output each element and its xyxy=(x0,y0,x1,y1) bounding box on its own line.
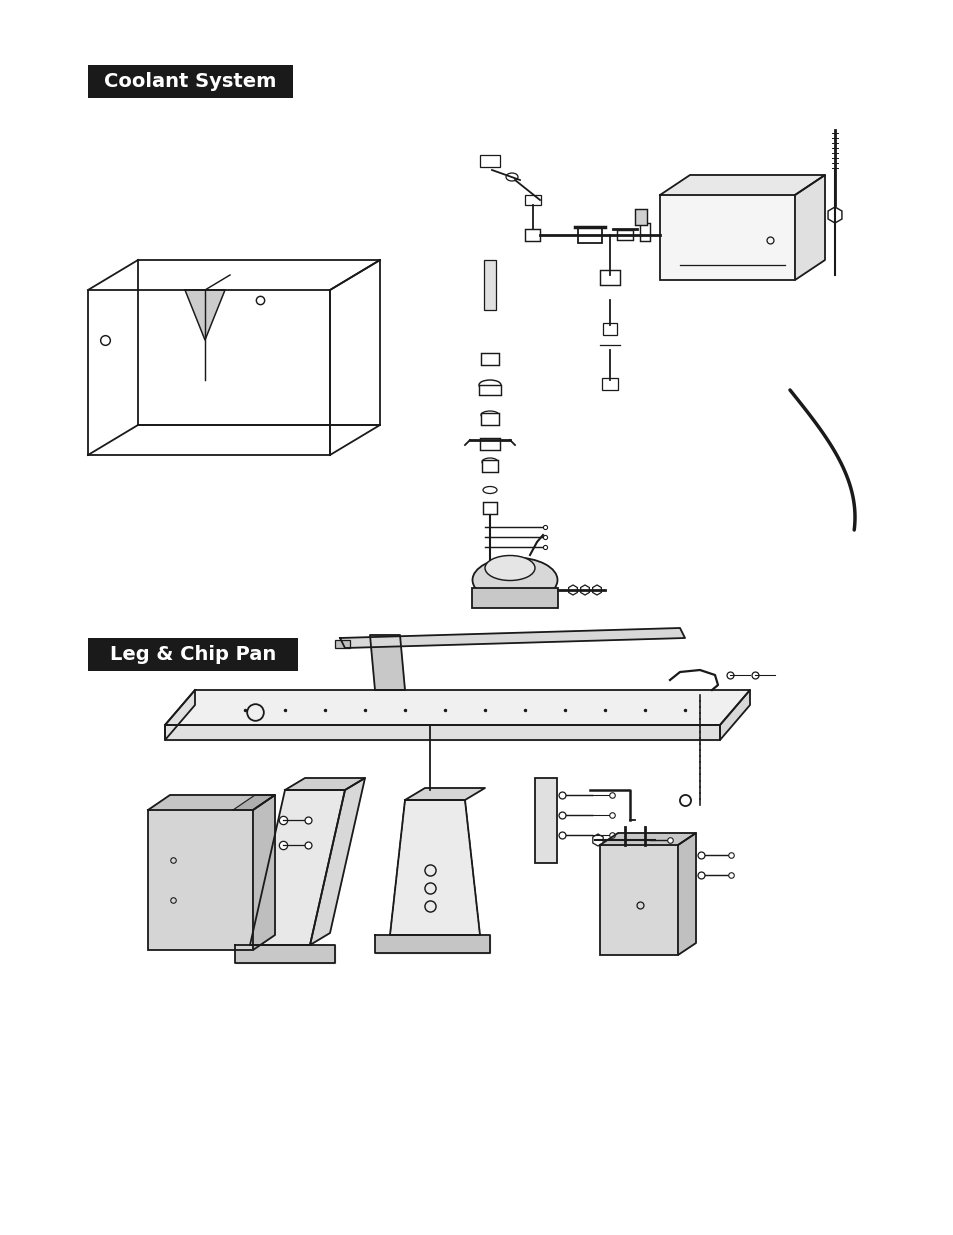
Bar xyxy=(599,270,619,285)
Bar xyxy=(483,261,496,310)
Ellipse shape xyxy=(480,411,498,419)
Ellipse shape xyxy=(482,487,497,494)
Ellipse shape xyxy=(505,173,517,182)
Bar xyxy=(617,230,633,240)
Polygon shape xyxy=(250,790,345,945)
Bar xyxy=(335,640,350,648)
Polygon shape xyxy=(405,788,484,800)
Polygon shape xyxy=(234,945,335,963)
Polygon shape xyxy=(370,635,405,690)
Bar xyxy=(88,638,297,671)
Bar xyxy=(479,438,499,450)
Bar xyxy=(479,156,499,167)
Polygon shape xyxy=(253,795,274,950)
Polygon shape xyxy=(390,800,479,935)
Bar xyxy=(88,65,293,98)
Bar xyxy=(481,459,497,472)
Polygon shape xyxy=(678,832,696,955)
Polygon shape xyxy=(165,690,194,740)
Bar xyxy=(599,845,678,955)
Text: Coolant System: Coolant System xyxy=(104,72,276,91)
Ellipse shape xyxy=(484,556,535,580)
Bar xyxy=(635,209,646,225)
Polygon shape xyxy=(720,690,749,740)
Polygon shape xyxy=(659,175,824,195)
Bar xyxy=(148,810,253,950)
Text: Leg & Chip Pan: Leg & Chip Pan xyxy=(110,645,275,664)
Bar xyxy=(480,353,498,366)
Polygon shape xyxy=(185,290,225,340)
Bar xyxy=(524,228,539,241)
Bar xyxy=(659,195,794,280)
Bar xyxy=(578,227,601,243)
Polygon shape xyxy=(165,690,749,725)
Polygon shape xyxy=(599,832,696,845)
Bar xyxy=(482,501,497,514)
Polygon shape xyxy=(310,778,365,945)
Bar xyxy=(480,412,498,425)
Bar xyxy=(472,588,558,608)
Bar xyxy=(601,378,618,390)
Bar xyxy=(478,385,500,395)
Bar xyxy=(639,224,649,241)
Polygon shape xyxy=(375,935,490,953)
Polygon shape xyxy=(233,795,274,810)
Ellipse shape xyxy=(472,557,557,603)
Polygon shape xyxy=(148,795,274,810)
Bar xyxy=(535,778,557,863)
Polygon shape xyxy=(339,629,684,648)
Ellipse shape xyxy=(478,380,500,390)
Bar xyxy=(524,195,540,205)
Polygon shape xyxy=(165,725,720,740)
Polygon shape xyxy=(285,778,365,790)
Ellipse shape xyxy=(481,458,497,466)
Polygon shape xyxy=(794,175,824,280)
Bar xyxy=(602,324,617,335)
